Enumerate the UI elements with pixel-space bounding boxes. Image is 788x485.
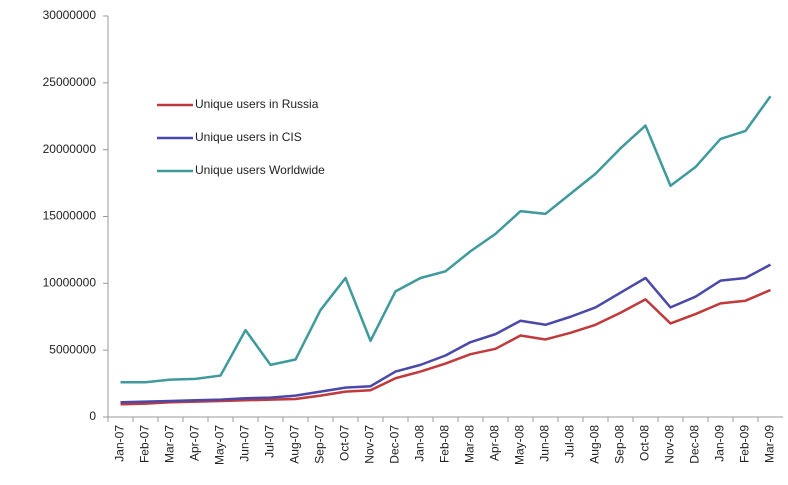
x-tick-label: Jul-08 (563, 425, 577, 458)
x-tick-label: Jan-08 (413, 425, 427, 462)
y-tick-label: 20000000 (43, 142, 97, 156)
x-tick-label: Sep-08 (613, 425, 627, 464)
x-tick-label: Nov-07 (363, 425, 377, 464)
legend-label: Unique users in CIS (195, 130, 302, 144)
x-tick-label: Feb-09 (738, 425, 752, 463)
series-line (120, 263, 772, 404)
x-tick-label: Dec-08 (688, 425, 702, 464)
x-tick-label: Jul-07 (263, 425, 277, 458)
x-tick-label: Jan-09 (713, 425, 727, 462)
x-tick-label: Mar-08 (463, 425, 477, 463)
x-tick-label: Nov-08 (663, 425, 677, 464)
x-tick-label: Mar-07 (163, 425, 177, 463)
x-tick-label: Oct-07 (338, 425, 352, 461)
series-line (120, 95, 772, 384)
x-tick-label: Apr-07 (188, 425, 202, 461)
x-tick-label: May-07 (213, 425, 227, 465)
x-tick-label: Oct-08 (638, 425, 652, 461)
x-tick-label: Aug-08 (588, 425, 602, 464)
x-tick-label: Mar-09 (763, 425, 777, 463)
x-tick-label: Feb-07 (138, 425, 152, 463)
y-tick-label: 30000000 (43, 8, 97, 22)
y-tick-label: 15000000 (43, 209, 97, 223)
x-tick-label: Dec-07 (388, 425, 402, 464)
y-tick-label: 0 (89, 409, 96, 423)
legend-label: Unique users Worldwide (195, 163, 325, 177)
x-tick-label: Jun-08 (538, 425, 552, 462)
x-tick-label: Jan-07 (113, 425, 127, 462)
x-tick-label: May-08 (513, 425, 527, 465)
y-tick-label: 25000000 (43, 75, 97, 89)
series-line (120, 288, 771, 406)
x-tick-label: Feb-08 (438, 425, 452, 463)
x-tick-label: Aug-07 (288, 425, 302, 464)
x-tick-label: Apr-08 (488, 425, 502, 461)
legend-label: Unique users in Russia (195, 97, 319, 111)
y-tick-label: 5000000 (49, 342, 96, 356)
x-tick-label: Sep-07 (313, 425, 327, 464)
y-tick-label: 10000000 (43, 276, 97, 290)
x-tick-label: Jun-07 (238, 425, 252, 462)
